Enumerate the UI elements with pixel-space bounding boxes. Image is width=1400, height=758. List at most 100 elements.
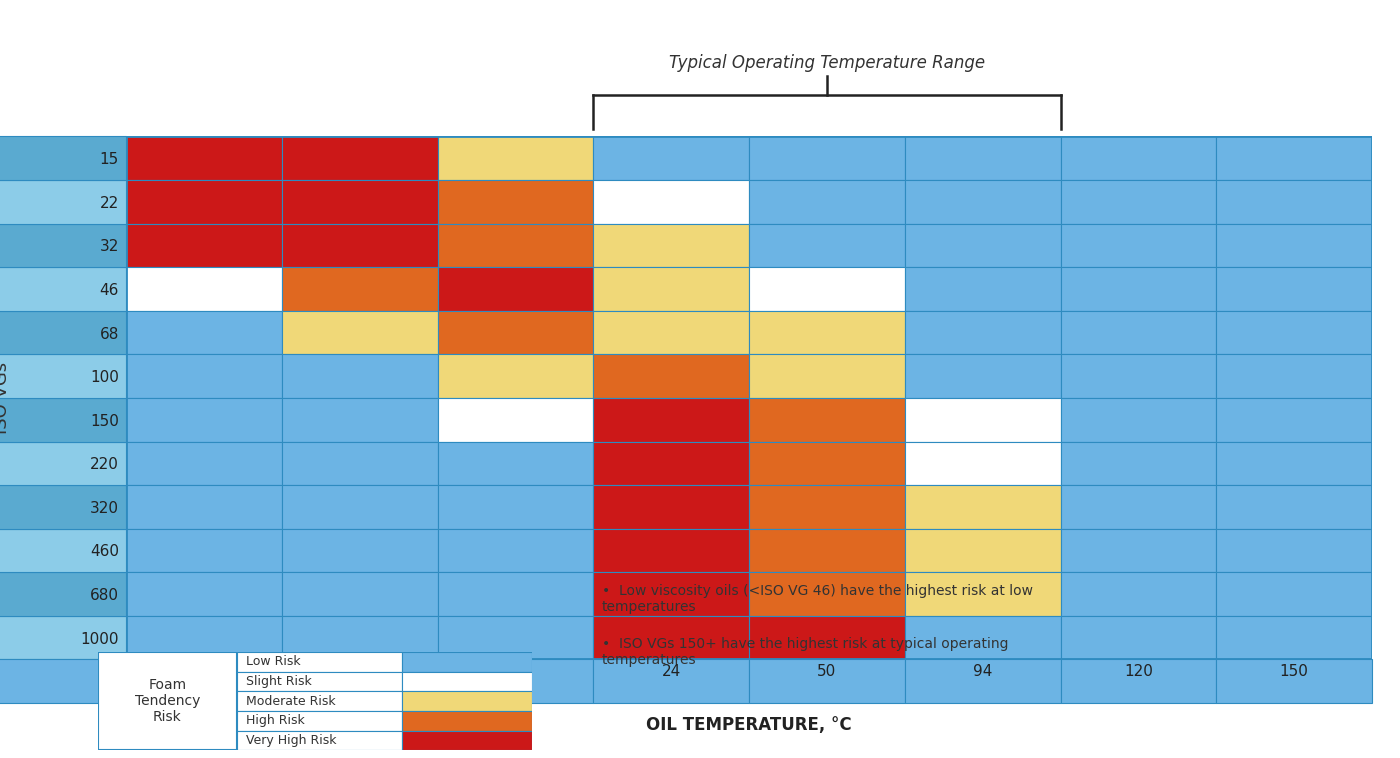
Bar — [237, 652, 402, 672]
Bar — [594, 659, 749, 703]
Bar — [437, 441, 594, 485]
Bar — [904, 529, 1061, 572]
Bar — [0, 441, 126, 485]
Bar — [402, 711, 532, 731]
Bar — [1217, 136, 1372, 180]
Bar — [0, 136, 126, 180]
Bar — [594, 268, 749, 311]
Bar — [1217, 311, 1372, 355]
Bar — [594, 398, 749, 441]
Bar — [0, 659, 126, 703]
Bar — [594, 485, 749, 529]
Text: Low Risk: Low Risk — [245, 655, 300, 669]
Bar — [126, 355, 281, 398]
Bar — [126, 268, 281, 311]
Bar — [594, 615, 749, 659]
Bar — [904, 268, 1061, 311]
Bar — [1217, 572, 1372, 615]
Bar — [237, 711, 402, 731]
Bar — [1061, 615, 1217, 659]
Bar — [98, 652, 237, 750]
Bar — [904, 572, 1061, 615]
Bar — [281, 572, 437, 615]
Bar — [0, 224, 126, 268]
Bar — [594, 529, 749, 572]
Bar — [0, 529, 126, 572]
Bar — [281, 398, 437, 441]
Bar — [594, 355, 749, 398]
Bar — [749, 441, 904, 485]
Bar — [1061, 572, 1217, 615]
Bar — [749, 311, 904, 355]
Bar — [1061, 136, 1217, 180]
Bar — [1061, 180, 1217, 224]
Bar — [594, 441, 749, 485]
Text: Slight Risk: Slight Risk — [245, 675, 311, 688]
Bar — [281, 224, 437, 268]
Bar — [437, 529, 594, 572]
Bar — [1061, 311, 1217, 355]
Bar — [594, 224, 749, 268]
Bar — [749, 355, 904, 398]
Bar — [281, 441, 437, 485]
Bar — [1061, 224, 1217, 268]
Bar — [0, 355, 126, 398]
Bar — [281, 268, 437, 311]
Bar — [237, 731, 402, 750]
Text: OIL TEMPERATURE, °C: OIL TEMPERATURE, °C — [647, 716, 851, 735]
Bar — [1061, 441, 1217, 485]
Bar — [749, 615, 904, 659]
Bar — [1217, 441, 1372, 485]
Bar — [1061, 268, 1217, 311]
Text: •  ISO VGs 150+ have the highest risk at typical operating
temperatures: • ISO VGs 150+ have the highest risk at … — [602, 637, 1008, 667]
Bar — [437, 180, 594, 224]
Text: Typical Operating Temperature Range: Typical Operating Temperature Range — [669, 54, 986, 72]
Bar — [126, 529, 281, 572]
Bar — [904, 355, 1061, 398]
Bar — [237, 691, 402, 711]
Bar — [594, 180, 749, 224]
Bar — [437, 355, 594, 398]
Bar — [281, 529, 437, 572]
Bar — [437, 311, 594, 355]
Bar — [126, 180, 281, 224]
Bar — [437, 615, 594, 659]
Bar — [749, 136, 904, 180]
Bar — [126, 615, 281, 659]
Bar — [1217, 355, 1372, 398]
Bar — [749, 224, 904, 268]
Bar — [437, 136, 594, 180]
Bar — [749, 659, 904, 703]
Bar — [437, 398, 594, 441]
Text: Very High Risk: Very High Risk — [245, 734, 336, 747]
Bar — [281, 615, 437, 659]
Bar — [904, 180, 1061, 224]
Bar — [749, 572, 904, 615]
Bar — [126, 485, 281, 529]
Bar — [281, 485, 437, 529]
Bar — [749, 268, 904, 311]
Bar — [281, 659, 437, 703]
Bar — [904, 441, 1061, 485]
Bar — [904, 224, 1061, 268]
Bar — [749, 529, 904, 572]
Bar — [1061, 529, 1217, 572]
Bar — [402, 691, 532, 711]
Bar — [904, 398, 1061, 441]
Bar — [126, 441, 281, 485]
Bar — [437, 485, 594, 529]
Bar — [126, 136, 281, 180]
Bar — [594, 572, 749, 615]
Bar — [126, 224, 281, 268]
Text: •  Low viscosity oils (<ISO VG 46) have the highest risk at low
temperatures: • Low viscosity oils (<ISO VG 46) have t… — [602, 584, 1033, 614]
Bar — [1217, 398, 1372, 441]
Bar — [402, 652, 532, 672]
Bar — [126, 572, 281, 615]
Bar — [1217, 485, 1372, 529]
Bar — [437, 659, 594, 703]
Bar — [904, 659, 1061, 703]
Bar — [0, 180, 126, 224]
Bar — [1217, 224, 1372, 268]
Bar — [1061, 485, 1217, 529]
Text: Foam
Tendency
Risk: Foam Tendency Risk — [134, 678, 200, 725]
